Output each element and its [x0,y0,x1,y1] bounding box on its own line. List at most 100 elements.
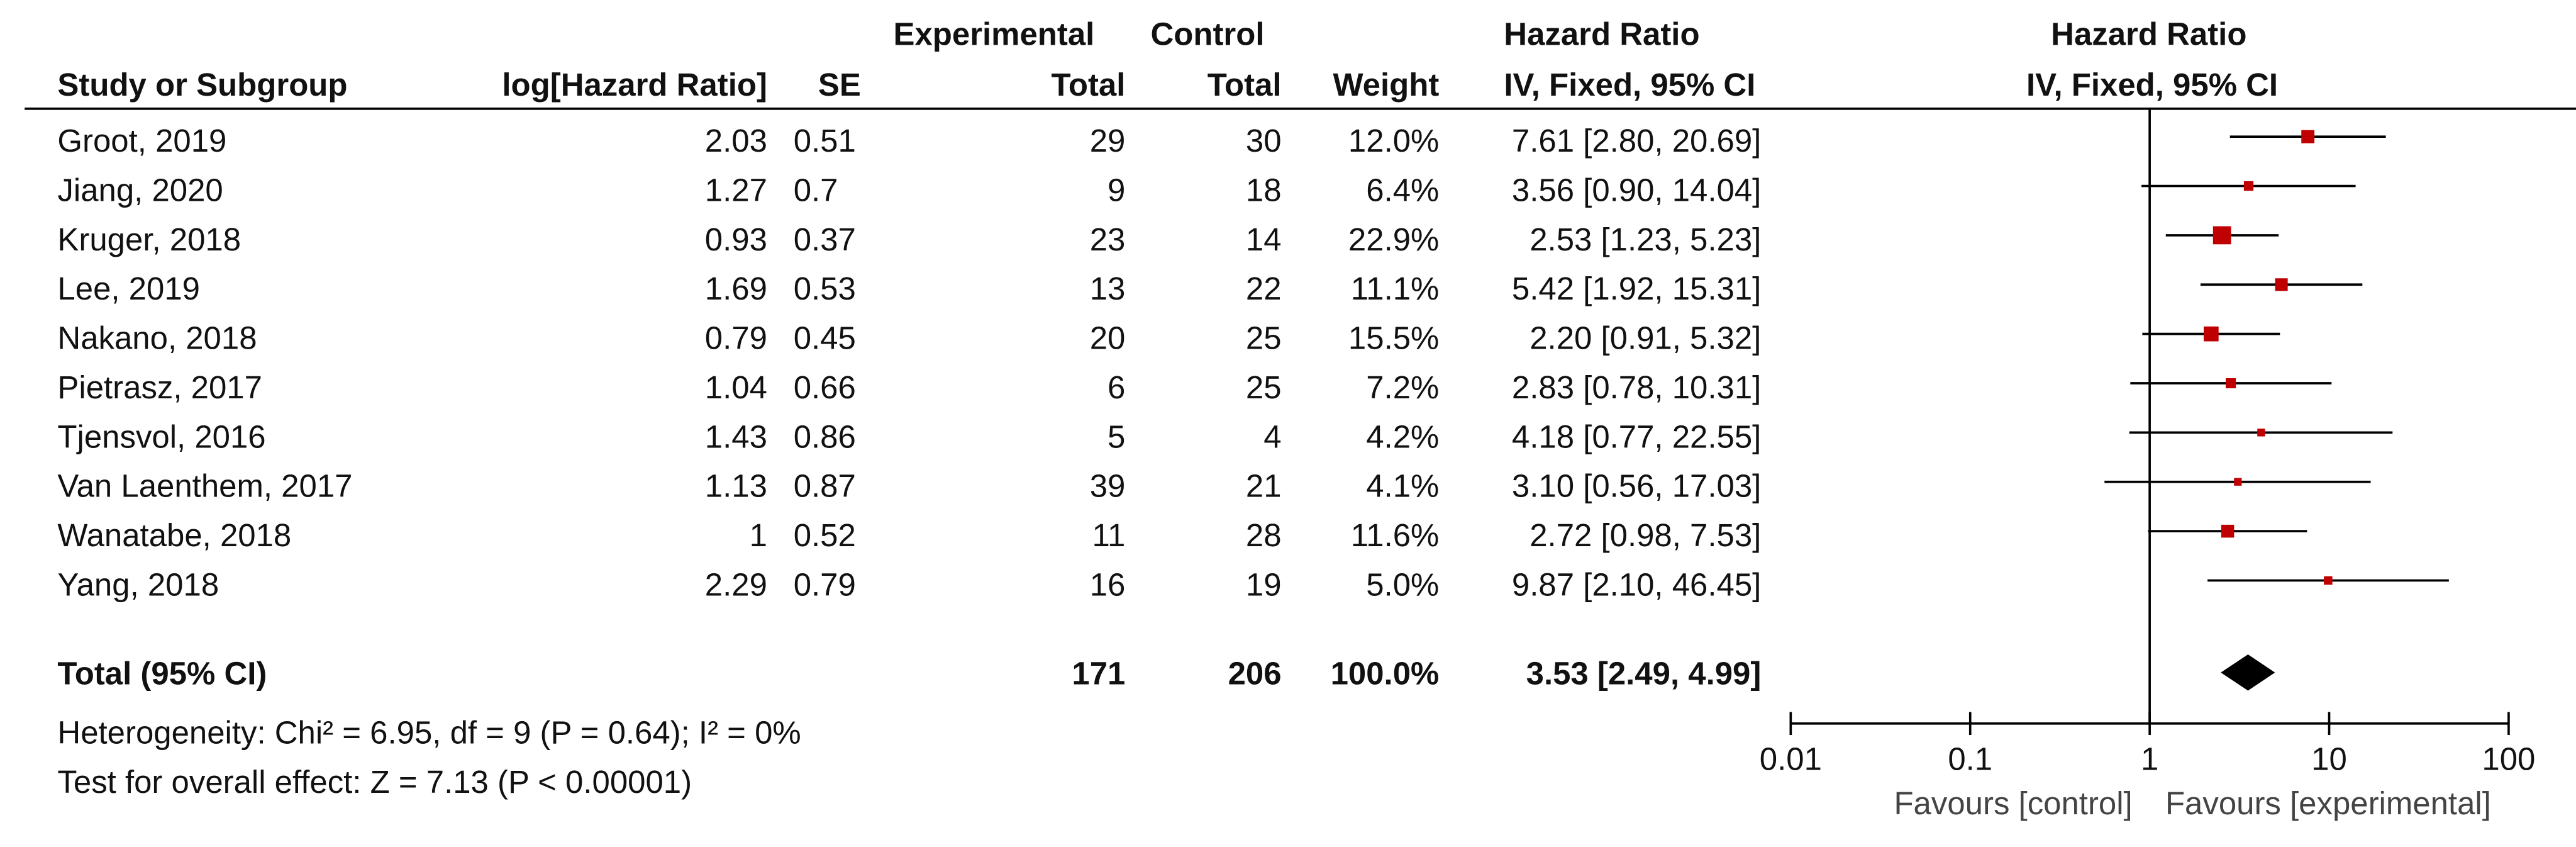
log-hr: 1.04 [705,369,767,405]
study-name: Lee, 2019 [57,271,200,306]
effect-square [2324,576,2333,585]
total-ci: 3.53 [2.49, 4.99] [1526,655,1762,691]
study-name: Pietrasz, 2017 [57,369,262,405]
exp-total: 23 [1090,222,1126,257]
weight: 12.0% [1348,123,1439,159]
ctrl-total: 25 [1246,320,1282,356]
header: IV, Fixed, 95% CI [1504,67,1755,103]
hr-ci: 2.53 [1.23, 5.23] [1530,222,1761,257]
hr-ci: 4.18 [0.77, 22.55] [1512,418,1761,454]
header: Weight [1333,67,1440,103]
effect-square [2257,429,2265,437]
effect-square [2275,278,2288,291]
exp-total: 20 [1090,320,1126,356]
hr-ci: 2.20 [0.91, 5.32] [1530,320,1761,356]
se: 0.66 [794,369,856,405]
log-hr: 1.13 [705,468,767,504]
study-name: Groot, 2019 [57,123,226,159]
total-ctrl: 206 [1228,655,1282,691]
log-hr: 2.29 [705,566,767,602]
effect-square [2212,226,2231,245]
x-tick-label: 10 [2311,741,2347,777]
favours-right: Favours [experimental] [2165,785,2491,821]
study-name: Jiang, 2020 [57,172,223,208]
header: SE [818,67,861,103]
header: Total [1052,67,1126,103]
se: 0.86 [794,418,856,454]
log-hr: 1.27 [705,172,767,208]
hr-ci: 7.61 [2.80, 20.69] [1512,123,1761,159]
effect-square [2234,478,2242,486]
header: Total [1208,67,1282,103]
ctrl-total: 4 [1263,418,1281,454]
header: Hazard Ratio [1504,16,1699,52]
study-name: Tjensvol, 2016 [57,418,265,454]
exp-total: 29 [1090,123,1126,159]
hr-ci: 3.10 [0.56, 17.03] [1512,468,1761,504]
weight: 11.6% [1351,517,1440,553]
se: 0.53 [794,271,856,306]
study-name: Van Laenthem, 2017 [57,468,352,504]
weight: 6.4% [1366,172,1439,208]
effect-square [2221,524,2235,538]
weight: 5.0% [1366,566,1439,602]
hr-ci: 5.42 [1.92, 15.31] [1512,271,1761,306]
ctrl-total: 18 [1246,172,1282,208]
total-weight: 100.0% [1331,655,1440,691]
ctrl-total: 30 [1246,123,1282,159]
weight: 22.9% [1348,222,1439,257]
effect-square [2243,181,2254,191]
log-hr: 1.69 [705,271,767,306]
exp-total: 6 [1108,369,1125,405]
ctrl-total: 14 [1246,222,1282,257]
se: 0.37 [794,222,856,257]
header: IV, Fixed, 95% CI [2026,67,2278,103]
ctrl-total: 22 [1246,271,1282,306]
se: 0.79 [794,566,856,602]
exp-total: 11 [1092,517,1126,553]
total-exp: 171 [1072,655,1125,691]
weight: 15.5% [1348,320,1439,356]
hr-ci: 9.87 [2.10, 46.45] [1512,566,1761,602]
log-hr: 1.43 [705,418,767,454]
x-tick-label: 0.1 [1948,741,1992,777]
weight: 4.1% [1366,468,1439,504]
effect-square [2225,378,2236,389]
ctrl-total: 25 [1246,369,1282,405]
heterogeneity: Heterogeneity: Chi² = 6.95, df = 9 (P = … [57,714,801,750]
exp-total: 9 [1108,172,1125,208]
total-label: Total (95% CI) [57,655,267,691]
favours-left: Favours [control] [1894,785,2132,821]
study-name: Kruger, 2018 [57,222,241,257]
weight: 11.1% [1351,271,1440,306]
overall-effect: Test for overall effect: Z = 7.13 (P < 0… [57,764,692,800]
se: 0.87 [794,468,856,504]
hr-ci: 2.72 [0.98, 7.53] [1530,517,1761,553]
exp-total: 5 [1108,418,1125,454]
header: Control [1150,16,1264,52]
study-name: Nakano, 2018 [57,320,257,356]
se: 0.45 [794,320,856,356]
weight: 4.2% [1366,418,1439,454]
study-name: Yang, 2018 [57,566,219,602]
study-name: Wanatabe, 2018 [57,517,291,553]
se: 0.52 [794,517,856,553]
log-hr: 2.03 [705,123,767,159]
se: 0.7 [794,172,838,208]
se: 0.51 [794,123,856,159]
exp-total: 16 [1090,566,1126,602]
ctrl-total: 19 [1246,566,1282,602]
log-hr: 0.79 [705,320,767,356]
log-hr: 1 [750,517,767,553]
weight: 7.2% [1366,369,1439,405]
ctrl-total: 21 [1246,468,1282,504]
header: Hazard Ratio [2051,16,2246,52]
hr-ci: 2.83 [0.78, 10.31] [1512,369,1761,405]
ctrl-total: 28 [1246,517,1282,553]
effect-square [2204,326,2219,342]
effect-square [2301,130,2315,143]
x-tick-label: 1 [2141,741,2158,777]
log-hr: 0.93 [705,222,767,257]
x-tick-label: 0.01 [1760,741,1822,777]
